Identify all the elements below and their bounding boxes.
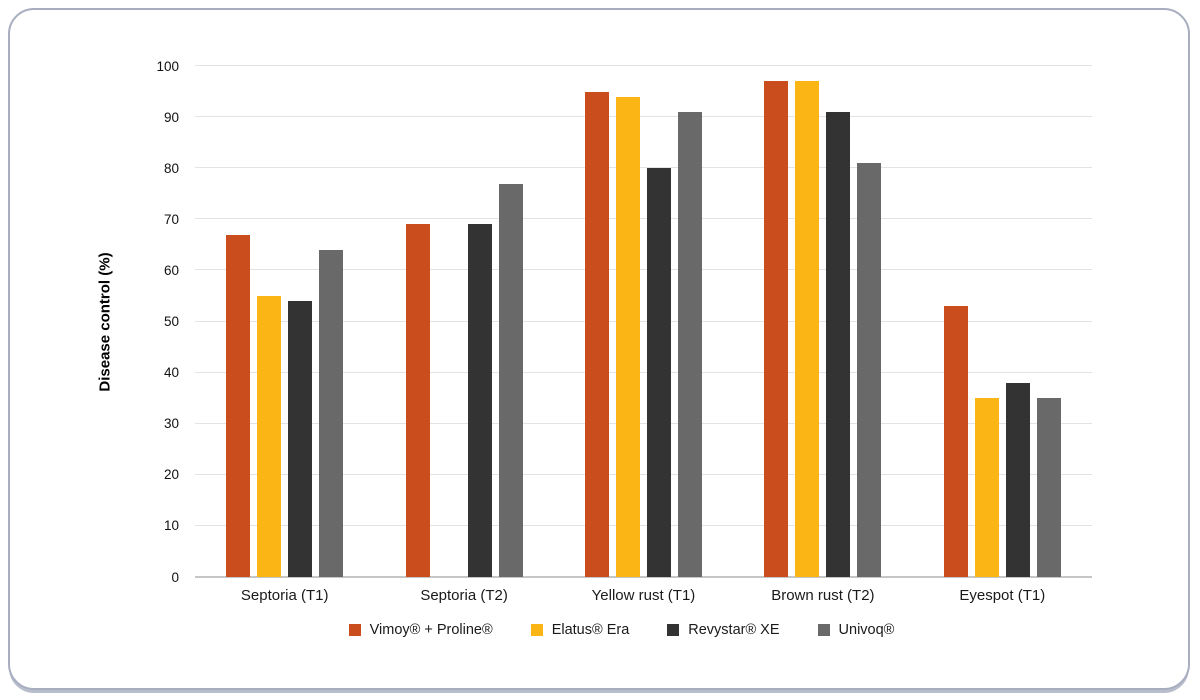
bar-cluster xyxy=(733,66,912,577)
bar-series2-cat2 xyxy=(646,168,671,577)
y-axis-tick-label: 30 xyxy=(163,415,179,431)
gridline xyxy=(195,167,1092,169)
legend-swatch-icon xyxy=(530,624,543,636)
bar-series2-cat1 xyxy=(467,224,492,577)
legend-label: Vimoy® + Proline® xyxy=(369,622,493,638)
y-axis-tick-label: 0 xyxy=(171,569,179,585)
bar-series1-cat4 xyxy=(974,398,999,577)
x-axis-category-label: Yellow rust (T1) xyxy=(591,587,696,604)
category-group: Eyespot (T1) xyxy=(913,66,1092,604)
bar-series1-cat3 xyxy=(795,81,820,577)
gridline xyxy=(195,218,1092,220)
legend-item: Vimoy® + Proline® xyxy=(348,622,493,638)
gridline xyxy=(195,269,1092,271)
bar-series1-cat2 xyxy=(615,96,640,577)
legend-item: Elatus® Era xyxy=(530,622,630,638)
y-axis-tick-label: 60 xyxy=(163,262,179,278)
x-axis-category-label: Brown rust (T2) xyxy=(771,587,875,604)
gridline xyxy=(195,116,1092,118)
legend-swatch-icon xyxy=(348,624,361,636)
y-axis-title: Disease control (%) xyxy=(96,252,114,392)
bar-series0-cat1 xyxy=(405,224,430,577)
plot-area: 0 10 20 30 40 50 60 70 80 90 100 Septoria (T1) Septo… xyxy=(156,59,1092,604)
legend-swatch-icon xyxy=(667,624,680,636)
y-axis-tick-label: 70 xyxy=(163,211,179,227)
bar-series3-cat2 xyxy=(677,112,702,577)
bar-series1-cat0 xyxy=(257,295,282,577)
legend-label: Elatus® Era xyxy=(551,622,630,638)
legend: Vimoy® + Proline® Elatus® Era Revystar® XE… xyxy=(173,622,1070,638)
gridline xyxy=(195,473,1092,475)
bar-series3-cat1 xyxy=(498,183,523,577)
gridline xyxy=(195,320,1092,322)
gridline xyxy=(195,524,1092,526)
category-group: Brown rust (T2) xyxy=(733,66,912,604)
y-axis-tick-label: 40 xyxy=(163,364,179,380)
bar-series3-cat3 xyxy=(857,163,882,577)
bar-series3-cat0 xyxy=(319,249,344,577)
y-axis-tick-label: 20 xyxy=(163,467,179,483)
category-group: Septoria (T1) xyxy=(195,66,374,604)
bar-series0-cat2 xyxy=(584,91,609,577)
category-group: Yellow rust (T1) xyxy=(554,66,733,604)
category-group: Septoria (T2) xyxy=(374,66,553,604)
y-axis-tick-label: 80 xyxy=(163,160,179,176)
bar-series2-cat3 xyxy=(826,112,851,577)
legend-label: Univoq® xyxy=(838,622,895,638)
bar-cluster xyxy=(374,66,553,577)
chart-card: Disease control (%) 0 10 20 30 40 50 60 70 80 90 1… xyxy=(8,8,1190,690)
gridline xyxy=(195,65,1092,66)
bar-cluster xyxy=(195,66,374,577)
bar-series0-cat0 xyxy=(226,234,251,577)
legend-item: Revystar® XE xyxy=(667,622,780,638)
legend-swatch-icon xyxy=(817,624,830,636)
y-axis-tick-label: 10 xyxy=(163,518,179,534)
gridline xyxy=(195,422,1092,424)
legend-label: Revystar® XE xyxy=(688,622,780,638)
x-axis-category-label: Eyespot (T1) xyxy=(959,587,1046,604)
bar-series3-cat4 xyxy=(1036,398,1061,577)
legend-item: Univoq® xyxy=(817,622,895,638)
y-axis-tick-label: 100 xyxy=(156,58,179,74)
x-axis-category-label: Septoria (T2) xyxy=(420,587,508,604)
y-axis-tick-label: 90 xyxy=(163,109,179,125)
x-axis-line xyxy=(195,576,1092,578)
y-axis-tick-label: 50 xyxy=(163,313,179,329)
bar-cluster xyxy=(913,66,1092,577)
bar-cluster xyxy=(554,66,733,577)
gridline xyxy=(195,371,1092,373)
bar-series0-cat4 xyxy=(943,306,968,577)
bar-series2-cat0 xyxy=(288,301,313,577)
bar-series2-cat4 xyxy=(1005,382,1030,577)
bar-series0-cat3 xyxy=(764,81,789,577)
x-axis-category-label: Septoria (T1) xyxy=(240,587,329,604)
